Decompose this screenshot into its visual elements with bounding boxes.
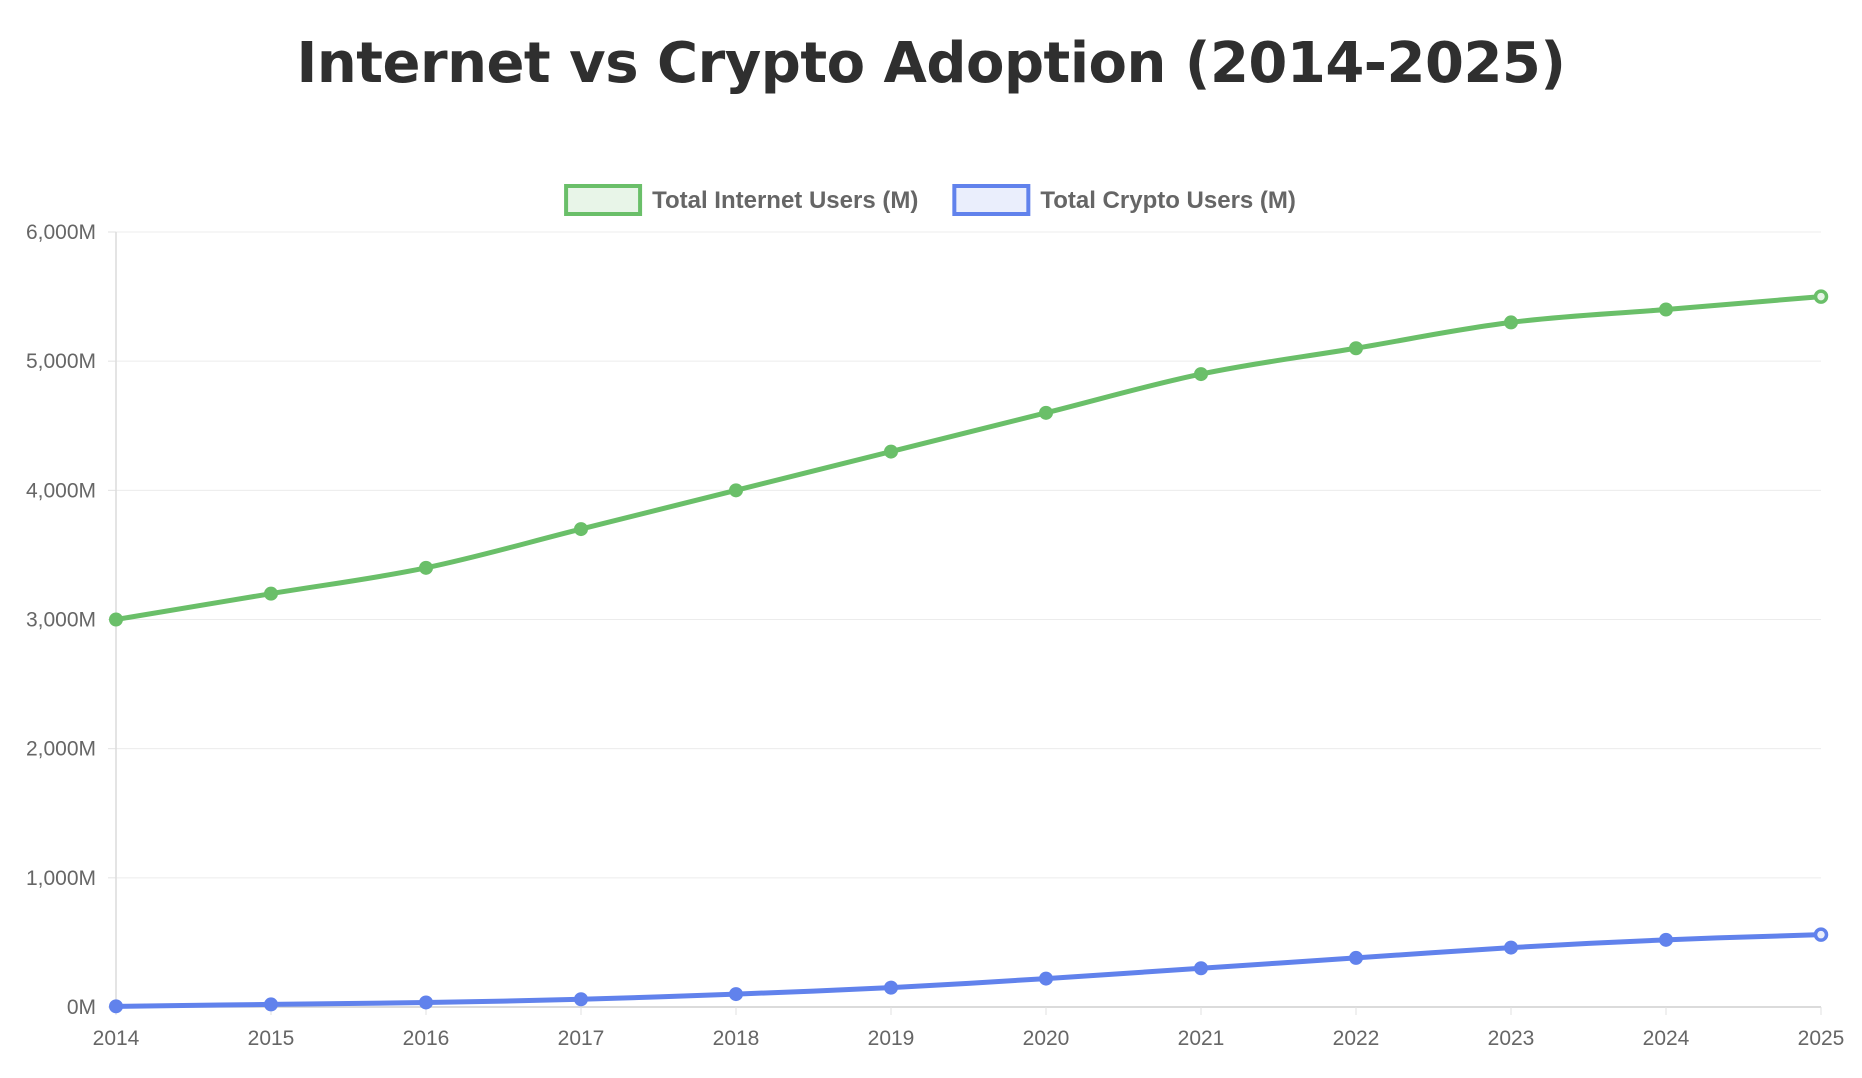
data-point[interactable]: [419, 560, 433, 575]
data-point[interactable]: [264, 586, 278, 601]
x-tick-label: 2022: [1333, 1027, 1380, 1050]
x-tick-label: 2018: [713, 1027, 760, 1050]
data-point[interactable]: [1659, 302, 1673, 317]
y-tick-label: 6,000M: [26, 221, 96, 244]
data-point[interactable]: [1813, 289, 1829, 304]
data-point[interactable]: [1039, 405, 1053, 420]
series-points: [109, 289, 1829, 1014]
legend-item-total-internet-users[interactable]: Total Internet Users (M): [564, 184, 918, 216]
y-tick-label: 5,000M: [26, 350, 96, 373]
legend-label: Total Internet Users (M): [652, 187, 918, 214]
series-lines: [113, 294, 1824, 1009]
y-tick-label: 4,000M: [26, 479, 96, 502]
data-point[interactable]: [574, 522, 588, 537]
data-point[interactable]: [884, 980, 898, 995]
data-point[interactable]: [264, 997, 278, 1012]
series-line-total-crypto-users: [113, 932, 1824, 1009]
y-tick-label: 3,000M: [26, 609, 96, 632]
data-point[interactable]: [1504, 315, 1518, 330]
data-point[interactable]: [1504, 940, 1518, 955]
data-point[interactable]: [729, 483, 743, 498]
x-tick-label: 2015: [248, 1027, 295, 1050]
data-point[interactable]: [109, 612, 123, 627]
data-point[interactable]: [109, 999, 123, 1014]
data-point[interactable]: [1194, 961, 1208, 976]
data-point[interactable]: [1813, 927, 1829, 942]
legend-swatch: [952, 184, 1031, 216]
legend-swatch: [564, 184, 643, 216]
x-tick-label: 2020: [1023, 1027, 1070, 1050]
data-point[interactable]: [1039, 971, 1053, 986]
data-point[interactable]: [1659, 932, 1673, 947]
series-line-total-internet-users: [113, 294, 1824, 622]
x-tick-label: 2025: [1798, 1027, 1845, 1050]
series-points-total-internet-users: [109, 289, 1829, 627]
series-points-total-crypto-users: [109, 927, 1829, 1014]
x-tick-label: 2019: [868, 1027, 915, 1050]
x-tick-label: 2021: [1178, 1027, 1225, 1050]
y-axis-ticks: 0M 1,000M 2,000M 3,000M 4,000M 5,000M 6,000M: [26, 221, 96, 1019]
y-tick-label: 0M: [67, 996, 96, 1019]
y-tick-label: 2,000M: [26, 738, 96, 761]
x-tick-label: 2024: [1643, 1027, 1690, 1050]
data-point[interactable]: [729, 987, 743, 1002]
chart-title: Internet vs Crypto Adoption (2014-2025): [296, 31, 1567, 96]
x-tick-label: 2014: [93, 1027, 140, 1050]
data-point[interactable]: [1349, 341, 1363, 356]
data-point[interactable]: [574, 992, 588, 1007]
x-tick-label: 2017: [558, 1027, 605, 1050]
x-tick-label: 2016: [403, 1027, 450, 1050]
grid: [116, 231, 1821, 879]
legend-label: Total Crypto Users (M): [1040, 187, 1296, 214]
x-axis-ticks: 2014 2015 2016 2017 2018 2019 2020 2021 2022 2023…: [93, 1027, 1845, 1050]
data-point[interactable]: [884, 444, 898, 459]
legend-item-total-crypto-users[interactable]: Total Crypto Users (M): [952, 184, 1296, 216]
data-point[interactable]: [419, 995, 433, 1010]
data-point[interactable]: [1194, 367, 1208, 382]
data-point[interactable]: [1349, 950, 1363, 965]
x-tick-label: 2023: [1488, 1027, 1535, 1050]
y-tick-label: 1,000M: [26, 867, 96, 890]
axes: [108, 231, 1822, 1015]
legend: Total Internet Users (M) Total Crypto Use…: [564, 184, 1296, 216]
